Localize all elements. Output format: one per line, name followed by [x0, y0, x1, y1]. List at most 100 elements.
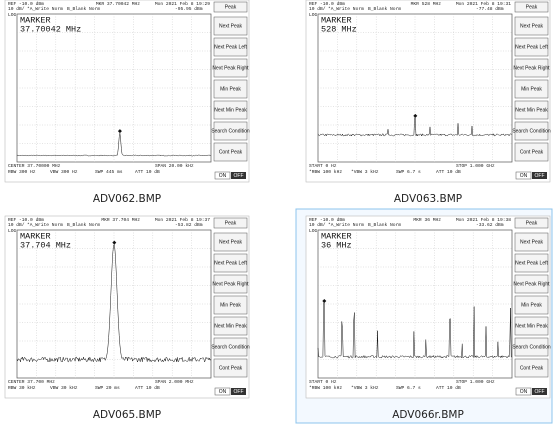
attenuation: ATT 10 dB — [436, 385, 461, 391]
ref-level: REF -10.0 dBm — [8, 1, 44, 7]
softkey-label: Search Condition — [211, 128, 250, 134]
trace-a: *A_Write Norm — [328, 222, 364, 228]
softkey-box — [213, 316, 248, 336]
marker-readout: MKR 36 MHz — [413, 217, 441, 223]
softkey-box — [213, 253, 248, 273]
softkey-label: Search Condition — [211, 344, 250, 350]
softkey[interactable]: Search Condition — [512, 121, 551, 141]
softkey[interactable]: Next Peak Left — [514, 37, 549, 57]
softkey-box — [213, 217, 248, 229]
softkey[interactable]: Next Peak Left — [213, 253, 248, 273]
file-name[interactable]: ADV066r.BMP — [392, 409, 464, 421]
on-label[interactable]: ON — [520, 389, 528, 395]
softkey-box — [514, 253, 549, 273]
marker-level: -33.62 dBm — [476, 222, 504, 228]
softkey[interactable]: Search Condition — [211, 121, 250, 141]
span-left: START 0 Hz — [309, 379, 337, 385]
marker-title: MARKER — [321, 231, 352, 241]
softkey-box — [514, 100, 549, 120]
rbw: *RBW 100 kHz — [309, 385, 342, 391]
softkey[interactable]: Next Peak Right — [513, 58, 550, 78]
softkey[interactable]: Next Peak — [514, 16, 549, 36]
marker-value: 36 MHz — [321, 240, 352, 250]
softkey[interactable]: Next Peak Left — [514, 253, 549, 273]
softkey[interactable]: Min Peak — [213, 295, 248, 315]
softkey-box — [213, 142, 248, 162]
on-label[interactable]: ON — [219, 173, 227, 179]
softkey-label: Cont Peak — [219, 149, 243, 155]
softkey[interactable]: Next Min Peak — [213, 100, 247, 120]
softkey-box — [213, 121, 248, 141]
vbw: *VBW 3 kHz — [351, 385, 379, 391]
softkey[interactable]: Search Condition — [211, 337, 250, 357]
off-label[interactable]: OFF — [234, 173, 244, 179]
softkey-label: Next Peak — [219, 239, 243, 245]
off-label[interactable]: OFF — [535, 389, 545, 395]
file-name[interactable]: ADV062.BMP — [93, 193, 161, 205]
softkey-box — [514, 79, 549, 99]
softkey-box — [514, 1, 549, 13]
softkey[interactable]: Peak — [514, 217, 549, 229]
softkey[interactable]: Next Min Peak — [213, 316, 248, 336]
ref-level: REF -10.0 dBm — [8, 217, 44, 223]
softkey[interactable]: Cont Peak — [213, 358, 248, 378]
softkey[interactable]: Next Min Peak — [514, 316, 549, 336]
marker-level: -77.48 dBm — [476, 6, 504, 12]
softkey[interactable]: Search Condition — [512, 337, 551, 357]
trace-b: B_Blank Norm — [368, 6, 401, 12]
softkey[interactable]: Peak — [213, 217, 248, 229]
softkey[interactable]: Next Peak Left — [213, 37, 248, 57]
sweep: SWP 445 ms — [95, 169, 123, 175]
softkey[interactable]: Next Peak — [514, 232, 549, 252]
softkey[interactable]: Min Peak — [514, 79, 549, 99]
softkey[interactable]: Next Peak Right — [513, 274, 550, 294]
rbw: RBW 30 kHz — [8, 385, 36, 391]
softkey-label: Next Peak Left — [515, 260, 548, 266]
softkey[interactable]: Peak — [514, 1, 549, 13]
softkey[interactable]: Next Peak Right — [212, 58, 249, 78]
off-label[interactable]: OFF — [234, 389, 244, 395]
softkey-box — [213, 232, 248, 252]
marker-value: 528 MHz — [321, 24, 357, 34]
marker-level: -53.82 dBm — [175, 222, 203, 228]
trace-b: B_Blank Norm — [67, 6, 100, 12]
thumbnail[interactable]: REF -10.0 dBm Mon 2021 Feb 8 19:29 10 dB/*… — [4, 0, 250, 183]
softkey[interactable]: Next Min Peak — [514, 100, 549, 120]
softkey[interactable]: Next Peak Right — [212, 274, 249, 294]
softkey[interactable]: Min Peak — [514, 295, 549, 315]
rbw: *RBW 100 kHz — [309, 169, 342, 175]
softkey-label: Min Peak — [521, 86, 542, 92]
softkey-label: Next Peak — [520, 23, 544, 29]
marker-title: MARKER — [20, 231, 51, 241]
softkey[interactable]: Next Peak — [213, 232, 248, 252]
softkey-label: Cont Peak — [520, 365, 544, 371]
scale-tag: LOG — [309, 12, 318, 18]
softkey-box — [213, 1, 248, 13]
file-name[interactable]: ADV063.BMP — [394, 193, 462, 205]
file-name[interactable]: ADV065.BMP — [93, 409, 161, 421]
on-label[interactable]: ON — [219, 389, 227, 395]
softkey[interactable]: Next Peak — [213, 16, 248, 36]
softkey[interactable]: Cont Peak — [514, 142, 549, 162]
softkey[interactable]: Min Peak — [213, 79, 248, 99]
softkey-label: Cont Peak — [219, 365, 243, 371]
on-label[interactable]: ON — [520, 173, 528, 179]
softkey-label: Min Peak — [220, 86, 241, 92]
span-left: START 0 Hz — [309, 163, 337, 169]
softkey[interactable]: Cont Peak — [514, 358, 549, 378]
off-label[interactable]: OFF — [535, 173, 545, 179]
softkey-box — [213, 58, 248, 78]
rbw: RBW 300 Hz — [8, 169, 36, 175]
scale: 10 dB/ — [8, 222, 25, 228]
softkey-box — [514, 316, 549, 336]
softkey-box — [514, 121, 549, 141]
softkey-box — [514, 37, 549, 57]
thumbnail[interactable]: REF -10.0 dBm Mon 2021 Feb 8 19:37 10 dB/*… — [4, 215, 250, 399]
softkey[interactable]: Peak — [213, 1, 248, 13]
softkey[interactable]: Cont Peak — [213, 142, 248, 162]
attenuation: ATT 10 dB — [135, 385, 160, 391]
softkey-label: Next Peak Right — [212, 281, 249, 287]
